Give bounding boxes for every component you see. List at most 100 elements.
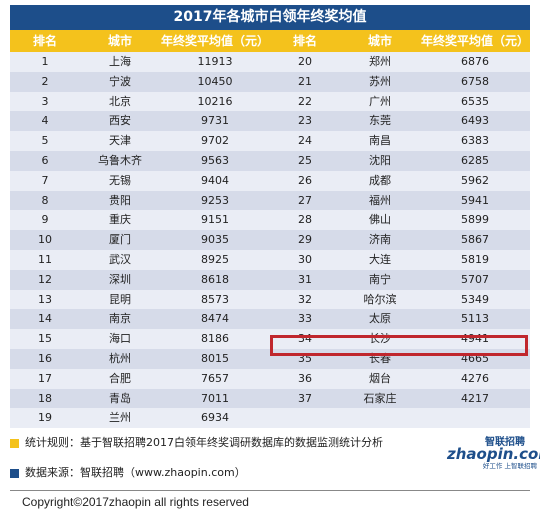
rank-cell: 7 [41,173,49,187]
city-cell: 哈尔滨 [363,292,397,306]
city-cell: 无锡 [109,173,131,187]
bonus-table: 2017年各城市白领年终奖均值 排名 城市 年终奖平均值（元） 排名 城市 年终… [10,5,530,429]
header-rank-left: 排名 [32,34,57,48]
bonus-cell: 7011 [201,391,229,405]
city-cell: 南京 [109,312,131,326]
bonus-cell [420,408,530,428]
city-cell: 武汉 [109,252,131,266]
city-cell: 西安 [109,114,131,128]
bonus-cell: 6934 [201,411,229,425]
bonus-cell: 6535 [461,94,489,108]
rank-cell: 1 [41,55,49,68]
table-header: 排名 城市 年终奖平均值（元） 排名 城市 年终奖平均值（元） [10,30,530,52]
rank-cell: 17 [38,371,52,385]
rank-cell: 18 [38,391,52,405]
city-cell: 乌鲁木齐 [98,153,142,167]
bullet-blue [10,468,19,478]
rank-cell: 19 [38,411,52,425]
bonus-cell: 5113 [461,312,489,326]
city-cell: 苏州 [369,74,391,88]
bonus-cell: 9702 [201,134,229,148]
city-cell: 北京 [109,94,131,108]
table-row: 2 宁波 10450 21 苏州 6758 [10,71,530,92]
bonus-cell: 9404 [201,173,229,187]
footer-rule: 统计规则：基于智联招聘2017白领年终奖调研数据库的数据监测统计分析 [10,434,383,450]
highlight-box-changchun [270,335,528,356]
rank-cell: 3 [41,94,49,108]
rank-cell: 33 [298,312,312,326]
header-city-right: 城市 [367,34,392,48]
bonus-cell: 5941 [461,193,489,207]
table-row: 8 贵阳 9253 27 福州 5941 [10,190,530,211]
bonus-cell: 8015 [201,351,229,365]
city-cell: 广州 [369,94,391,108]
city-cell: 兰州 [109,411,131,425]
bonus-cell: 5899 [461,213,489,227]
city-cell: 石家庄 [363,391,397,405]
logo-main-text: zhaopin.com [446,445,540,463]
bonus-cell: 10450 [197,74,233,88]
rank-cell: 24 [298,134,312,148]
table-row: 7 无锡 9404 26 成都 5962 [10,170,530,191]
city-cell: 烟台 [369,371,391,385]
city-cell: 成都 [369,173,391,187]
bonus-cell: 5707 [461,272,489,286]
bonus-cell: 8474 [201,312,229,326]
rank-cell: 9 [41,213,49,227]
city-cell: 大连 [369,252,391,266]
city-cell: 南昌 [369,134,391,148]
city-cell: 上海 [109,55,131,68]
rank-cell: 28 [298,213,312,227]
table-row: 9 重庆 9151 28 佛山 5899 [10,210,530,231]
rank-cell: 37 [298,391,312,405]
bonus-cell: 6285 [461,153,489,167]
table-row: 14 南京 8474 33 太原 5113 [10,309,530,330]
city-cell: 厦门 [109,233,131,247]
city-cell: 郑州 [369,55,391,68]
rank-cell: 13 [38,292,52,306]
logo-cn-text: 智联招聘 [485,435,525,448]
rank-cell: 15 [38,332,52,346]
table-row: 4 西安 9731 23 东莞 6493 [10,111,530,132]
rank-cell: 4 [41,114,49,128]
table-row: 10 厦门 9035 29 济南 5867 [10,230,530,250]
city-cell: 重庆 [109,213,131,227]
copyright-text: Copyright©2017zhaopin all rights reserve… [22,495,249,509]
rank-cell: 27 [298,193,312,207]
bonus-cell: 8618 [201,272,229,286]
rank-cell: 36 [298,371,312,385]
bonus-cell: 6383 [461,134,489,148]
bonus-cell: 6493 [461,114,489,128]
rank-cell: 16 [38,351,52,365]
rank-cell: 32 [298,292,312,306]
footer-source: 数据来源：智联招聘（www.zhaopin.com） [10,464,246,480]
city-cell: 深圳 [109,272,131,286]
table-row: 12 深圳 8618 31 南宁 5707 [10,269,530,290]
bonus-cell: 7657 [201,371,229,385]
table-row: 18 青岛 7011 37 石家庄 4217 [10,388,530,409]
table-title: 2017年各城市白领年终奖均值 [10,5,530,30]
table-body: 1 上海 11913 20 郑州 6876 2 宁波 10450 21 苏州 6758 3 北京 10216… [10,52,530,429]
rank-cell: 12 [38,272,52,286]
city-cell: 南宁 [369,272,391,286]
rank-cell: 31 [298,272,312,286]
table-row: 5 天津 9702 24 南昌 6383 [10,131,530,151]
bonus-cell: 4217 [461,391,489,405]
bonus-cell: 5349 [461,292,489,306]
bonus-cell: 4276 [461,371,489,385]
rank-cell: 23 [298,114,312,128]
city-cell: 太原 [369,312,391,326]
rank-cell: 22 [298,94,312,108]
header-city-left: 城市 [107,34,132,48]
bonus-cell: 9563 [201,153,229,167]
rank-cell: 26 [298,173,312,187]
rank-cell: 10 [38,233,52,247]
city-cell: 沈阳 [369,153,391,167]
rank-cell [270,408,340,428]
header-rank-right: 排名 [292,34,317,48]
header-bonus-left: 年终奖平均值（元） [160,34,269,48]
bonus-cell: 9731 [201,114,229,128]
bonus-cell: 5867 [461,233,489,247]
table-row: 1 上海 11913 20 郑州 6876 [10,52,530,72]
table-row: 17 合肥 7657 36 烟台 4276 [10,368,530,389]
